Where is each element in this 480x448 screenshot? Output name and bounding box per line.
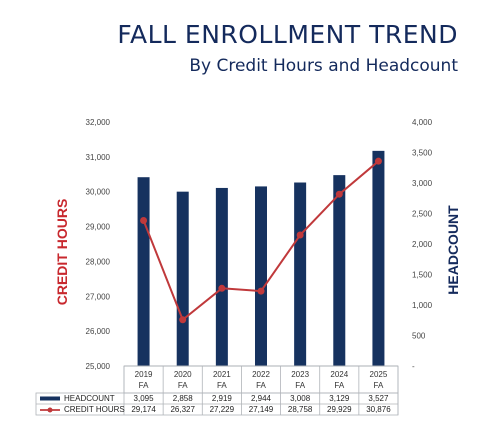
- chart-subtitle: By Credit Hours and Headcount: [189, 56, 458, 76]
- credit-hours-point: [179, 316, 187, 324]
- right-axis-tick-label: -: [412, 362, 415, 371]
- category-label-year: 2019: [135, 370, 153, 379]
- headcount-bar: [294, 182, 307, 366]
- category-label-year: 2024: [330, 370, 348, 379]
- left-axis-tick-label: 25,000: [86, 362, 111, 371]
- left-axis-tick-label: 28,000: [86, 257, 111, 266]
- category-label-year: 2023: [291, 370, 309, 379]
- credit-hours-value: 30,876: [366, 405, 391, 414]
- category-label-year: 2021: [213, 370, 231, 379]
- category-label-term: FA: [217, 381, 227, 390]
- credit-hours-point: [296, 231, 304, 239]
- category-label-year: 2020: [174, 370, 192, 379]
- right-axis-tick-label: 2,000: [412, 240, 433, 249]
- category-label-term: FA: [256, 381, 266, 390]
- left-axis-title: CREDIT HOURS: [54, 199, 70, 306]
- chart-title: FALL ENROLLMENT TREND: [117, 20, 458, 49]
- headcount-bar: [137, 177, 150, 366]
- headcount-value: 3,129: [329, 394, 350, 403]
- headcount-value: 3,527: [368, 394, 389, 403]
- credit-hours-point: [257, 287, 265, 295]
- credit-hours-point: [335, 190, 343, 198]
- credit-hours-value: 29,929: [327, 405, 352, 414]
- right-axis-tick-label: 3,500: [412, 149, 433, 158]
- category-label-term: FA: [295, 381, 305, 390]
- credit-hours-legend-marker: [47, 407, 53, 413]
- left-axis-tick-label: 31,000: [86, 153, 111, 162]
- credit-hours-legend-label: CREDIT HOURS: [64, 405, 125, 414]
- category-label-term: FA: [139, 381, 149, 390]
- headcount-bar: [215, 187, 228, 366]
- credit-hours-value: 26,327: [170, 405, 195, 414]
- headcount-legend-label: HEADCOUNT: [64, 394, 115, 403]
- left-axis-tick-label: 30,000: [86, 188, 111, 197]
- right-axis-tick-label: 500: [412, 332, 426, 341]
- credit-hours-value: 27,149: [249, 405, 274, 414]
- right-axis-tick-label: 3,000: [412, 179, 433, 188]
- left-axis-tick-label: 29,000: [86, 223, 111, 232]
- right-axis-tick-label: 4,000: [412, 118, 433, 127]
- headcount-bar: [255, 186, 267, 366]
- headcount-legend-key: [40, 396, 60, 401]
- headcount-value: 2,858: [173, 394, 194, 403]
- headcount-value: 2,944: [251, 394, 272, 403]
- right-axis-tick-label: 1,000: [412, 301, 433, 310]
- right-axis-title: HEADCOUNT: [445, 205, 461, 295]
- left-axis-tick-label: 26,000: [86, 327, 111, 336]
- credit-hours-point: [218, 284, 226, 292]
- credit-hours-value: 27,229: [210, 405, 235, 414]
- category-label-year: 2022: [252, 370, 270, 379]
- category-label-term: FA: [178, 381, 188, 390]
- right-axis-tick-label: 1,500: [412, 271, 433, 280]
- headcount-value: 3,008: [290, 394, 311, 403]
- credit-hours-point: [374, 157, 382, 165]
- category-label-term: FA: [374, 381, 384, 390]
- credit-hours-point: [140, 217, 148, 225]
- category-label-year: 2025: [370, 370, 388, 379]
- headcount-bar: [176, 191, 189, 366]
- headcount-bar: [333, 175, 346, 366]
- headcount-value: 2,919: [212, 394, 233, 403]
- left-axis-tick-label: 32,000: [86, 118, 111, 127]
- headcount-value: 3,095: [134, 394, 155, 403]
- headcount-bar: [372, 150, 385, 366]
- credit-hours-value: 28,758: [288, 405, 313, 414]
- left-axis-tick-label: 27,000: [86, 292, 111, 301]
- right-axis-tick-label: 2,500: [412, 210, 433, 219]
- credit-hours-value: 29,174: [131, 405, 156, 414]
- category-label-term: FA: [334, 381, 344, 390]
